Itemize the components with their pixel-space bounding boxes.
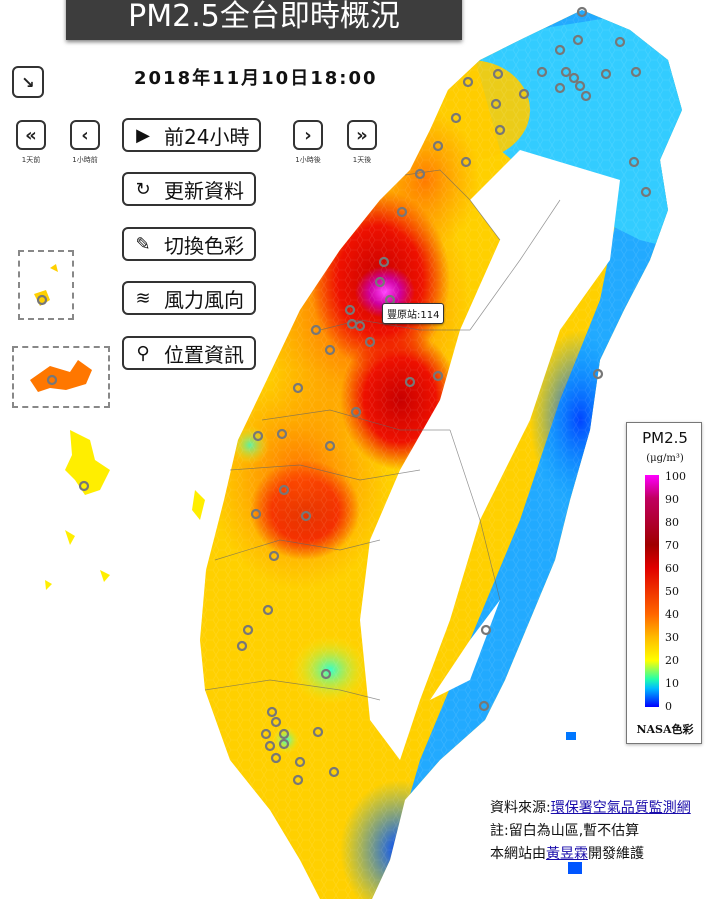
- next-day-label: 1天後: [352, 156, 372, 164]
- play-circle-icon: ▶: [136, 124, 150, 146]
- prev-day-label: 1天前: [21, 156, 41, 164]
- author-link[interactable]: 黃昱霖: [546, 846, 588, 862]
- station-tooltip: 豐原站:114: [382, 303, 445, 324]
- source-line: 資料來源:環保署空氣品質監測網: [490, 800, 691, 816]
- location-info-label: 位置資訊: [164, 342, 244, 367]
- switch-color-button[interactable]: ✎ 切換色彩: [122, 227, 256, 261]
- legend-tick: 100: [665, 470, 686, 483]
- legend-tick: 10: [665, 677, 679, 690]
- station-markers[interactable]: [36, 6, 652, 786]
- chevron-left-icon: ‹: [81, 124, 89, 146]
- page-title: PM2.5全台即時概況: [66, 0, 462, 40]
- green-island: [566, 732, 582, 874]
- legend-tick: 0: [665, 700, 672, 713]
- next-hour-label: 1小時後: [295, 156, 321, 164]
- kinmen-inset-frame: [12, 346, 110, 408]
- double-chevron-right-icon: »: [356, 124, 368, 146]
- note-line: 註:留白為山區,暫不估算: [490, 823, 640, 839]
- datetime-display: 2018年11月10日18:00: [134, 68, 378, 89]
- source-notes: 資料來源:環保署空氣品質監測網 註:留白為山區,暫不估算 本網站由黃昱霖開發維護: [490, 797, 691, 866]
- legend-footer: NASA色彩: [636, 723, 694, 736]
- next-hour-button[interactable]: ›: [293, 120, 323, 150]
- epa-link[interactable]: 環保署空氣品質監測網: [550, 800, 691, 816]
- pm25-legend: PM2.5 (μg/m³) 100 90 80 70 60 50 40 30 2…: [626, 422, 702, 744]
- legend-tick: 70: [665, 539, 679, 552]
- matsu-inset-frame: [18, 250, 74, 320]
- wind-direction-label: 風力風向: [164, 287, 244, 312]
- refresh-data-button[interactable]: ↻ 更新資料: [122, 172, 256, 206]
- next-day-button[interactable]: »: [347, 120, 377, 150]
- legend-tick: 50: [665, 585, 679, 598]
- collapse-panel-button[interactable]: ↘: [12, 66, 44, 98]
- switch-color-label: 切換色彩: [164, 233, 244, 258]
- prev-day-button[interactable]: «: [16, 120, 46, 150]
- play-24h-button[interactable]: ▶ 前24小時: [122, 118, 262, 152]
- paint-brush-icon: ✎: [135, 233, 151, 255]
- legend-unit: (μg/m³): [646, 453, 684, 464]
- wind-icon: ≋: [135, 287, 151, 309]
- kinmen-inset: [30, 360, 92, 392]
- county-borders: [204, 169, 561, 701]
- chevron-right-icon: ›: [304, 124, 312, 146]
- refresh-icon: ↻: [135, 178, 151, 200]
- play-24h-label: 前24小時: [164, 124, 250, 149]
- legend-tick: 20: [665, 654, 679, 667]
- wind-direction-button[interactable]: ≋ 風力風向: [122, 281, 256, 315]
- prev-hour-button[interactable]: ‹: [70, 120, 100, 150]
- arrow-down-right-icon: ↘: [21, 72, 35, 92]
- legend-tick: 90: [665, 493, 679, 506]
- refresh-data-label: 更新資料: [164, 178, 244, 203]
- legend-tick: 40: [665, 608, 679, 621]
- location-pin-icon: ⚲: [136, 342, 150, 364]
- legend-tick: 80: [665, 516, 679, 529]
- legend-tick: 60: [665, 562, 679, 575]
- location-info-button[interactable]: ⚲ 位置資訊: [122, 336, 256, 370]
- penghu-islands: [45, 430, 205, 590]
- legend-color-bar: [645, 475, 659, 707]
- author-line: 本網站由黃昱霖開發維護: [490, 846, 644, 862]
- legend-tick: 30: [665, 631, 679, 644]
- prev-hour-label: 1小時前: [72, 156, 98, 164]
- double-chevron-left-icon: «: [25, 124, 37, 146]
- legend-title: PM2.5: [642, 429, 688, 447]
